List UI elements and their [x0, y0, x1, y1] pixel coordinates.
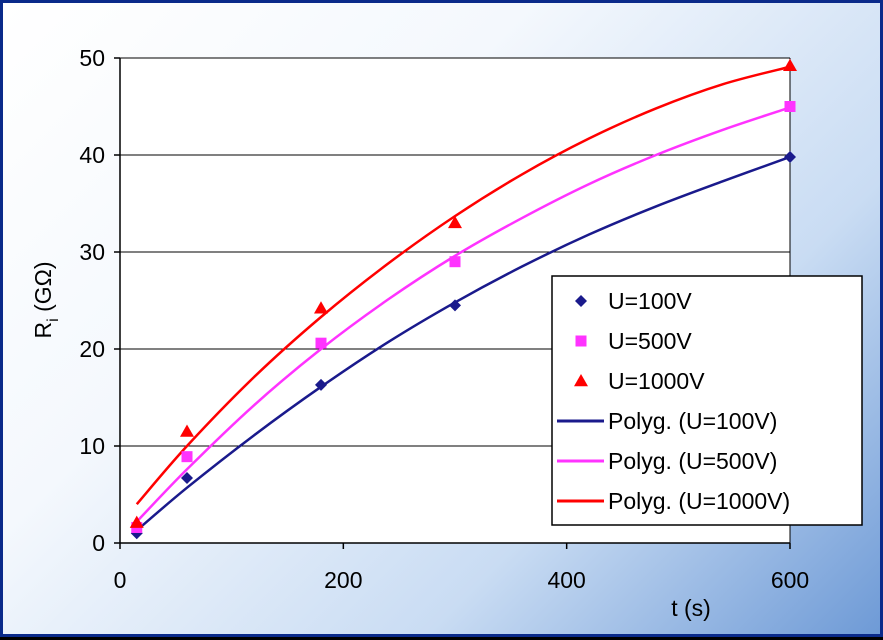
y-tick-label-20: 20 [79, 336, 105, 362]
y-tick-label-50: 50 [79, 45, 105, 71]
marker-series-2-point-3 [448, 215, 462, 229]
marker-series-1-point-4 [784, 101, 796, 112]
axes [114, 57, 791, 549]
x-axis-label: t (s) [671, 595, 711, 621]
y-axis-label-main: R [30, 322, 56, 339]
legend-box [551, 275, 863, 526]
y-tick-label-40: 40 [79, 142, 105, 168]
legend: U=100V U=500V U=1000V Polyg. (U=100V) Polyg.… [551, 275, 863, 526]
legend-label-series-0: U=100V [608, 288, 692, 314]
y-tick-label-0: 0 [92, 530, 105, 556]
marker-series-2-point-4 [783, 58, 797, 72]
y-tick-label-30: 30 [79, 239, 105, 265]
marker-series-0-point-4 [784, 150, 796, 163]
legend-marker-0 [575, 295, 587, 307]
chart-svg: 0 10 20 30 40 50 0 200 400 600 t (s) Ri (GΩ) U=10… [30, 45, 863, 621]
marker-series-0-point-1 [181, 472, 193, 485]
x-tick-label-200: 200 [324, 567, 362, 593]
marker-series-1-point-2 [315, 337, 327, 349]
marker-series-1-point-3 [449, 256, 461, 268]
legend-label-trend-1: Polyg. (U=500V) [608, 448, 777, 474]
trendline-2 [135, 65, 791, 506]
y-axis-label: Ri (GΩ) [30, 262, 62, 339]
x-tick-label-0: 0 [114, 567, 127, 593]
legend-label-series-1: U=500V [608, 328, 692, 354]
y-axis-label-sub: i [45, 318, 62, 322]
legend-label-trend-0: Polyg. (U=100V) [608, 408, 777, 434]
y-tick-label-10: 10 [79, 433, 105, 459]
marker-series-0-point-3 [449, 299, 461, 312]
marker-series-2-point-1 [180, 424, 194, 437]
marker-series-2-point-2 [314, 301, 328, 314]
legend-marker-1 [575, 335, 587, 347]
tick-labels: 0 10 20 30 40 50 0 200 400 600 [79, 45, 809, 593]
y-axis-label-unit: (GΩ) [30, 262, 56, 319]
legend-label-series-2: U=1000V [608, 368, 705, 394]
x-tick-label-600: 600 [771, 567, 809, 593]
legend-marker-2 [574, 374, 588, 387]
marker-series-1-point-1 [181, 451, 193, 463]
data-markers [129, 58, 797, 540]
x-tick-label-400: 400 [547, 567, 585, 593]
marker-series-0-point-2 [315, 378, 327, 391]
legend-label-trend-2: Polyg. (U=1000V) [608, 488, 790, 514]
marker-series-2-point-0 [129, 515, 144, 528]
